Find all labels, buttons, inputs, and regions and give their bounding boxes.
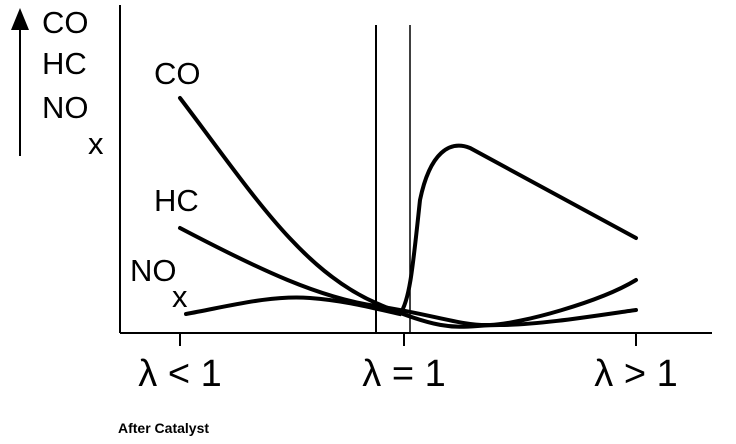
x-label: λ = 1 <box>362 353 445 395</box>
x-label: λ < 1 <box>138 353 221 395</box>
nox-curve <box>184 143 638 317</box>
axis-label-subscript: x <box>88 126 104 161</box>
y-arrow-head <box>11 8 29 30</box>
hc-curve <box>178 226 638 328</box>
caption: After Catalyst <box>118 420 209 436</box>
axis-label-line: HC <box>42 46 87 81</box>
curve-label: HC <box>154 183 199 218</box>
curve-label: NO <box>130 253 177 288</box>
axis-label-line: CO <box>42 5 89 40</box>
curve-label: CO <box>154 56 201 91</box>
x-label: λ > 1 <box>594 353 677 395</box>
curve-label-subscript: x <box>172 279 188 314</box>
co-curve <box>178 96 638 329</box>
axis-label-line: NO <box>42 90 89 125</box>
